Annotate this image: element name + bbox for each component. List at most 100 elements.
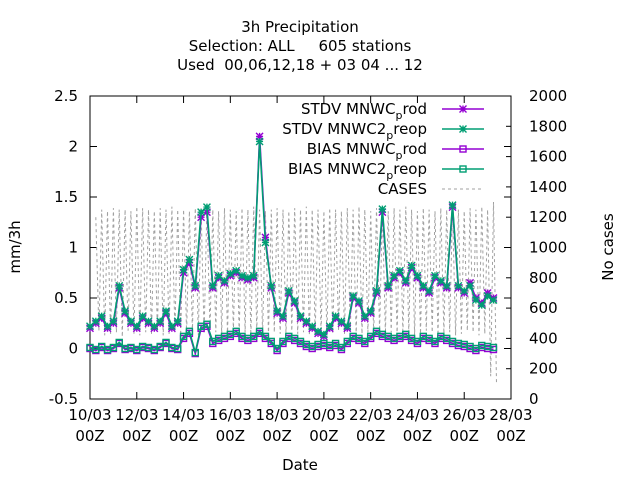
x-tick-date: 26/03 [443,406,486,424]
data-point [325,322,334,331]
data-point [402,330,410,339]
y2-tick-label: 1000 [529,239,567,257]
title-line-1: 3h Precipitation [241,18,359,36]
title-line-2: Selection: ALL 605 stations [189,37,412,55]
data-point [255,327,264,336]
data-point [471,296,480,305]
data-point [395,266,404,275]
legend-label-main: STDV MNWC [301,100,395,118]
legend-label: STDV MNWC2preop [282,120,427,142]
legend-label-main: BIAS MNWC [307,140,396,158]
series-bias-mnwc2-reop [86,320,498,357]
x-axis-label: Date [282,456,318,474]
data-point [115,281,124,290]
legend-marker [459,165,467,173]
data-point [466,281,475,290]
data-point [191,348,199,357]
data-point [354,297,363,306]
series-stdv-mnwc2-reop [86,137,498,339]
y2-axis-label: No cases [599,213,617,281]
data-point [384,281,393,290]
legend-label-tail: reop [393,120,427,138]
data-point [261,332,270,341]
y-tick-label: 0.5 [54,289,78,307]
data-point [273,344,281,353]
data-point [279,337,287,346]
x-axis-ticks: 10/03 00Z 12/03 00Z 14/03 00Z 16/03 00Z 18/03 00Z… [68,96,533,445]
x-tick-hour: 00Z [216,427,245,445]
data-point [273,307,282,316]
x-tick-hour: 00Z [169,427,198,445]
data-point [103,322,112,331]
data-point [425,286,434,295]
data-point [232,327,240,336]
data-point [197,208,206,217]
data-point [366,307,375,316]
data-point [208,281,217,290]
x-tick-date: 28/03 [489,406,532,424]
data-point [138,312,147,321]
legend-label-sub: p [386,169,393,182]
data-point [331,312,340,321]
y2-axis-ticks: 0 200 400 600 800 1000 1200 1400 1600 1800 2000 [506,87,567,408]
chart-title: 3h Precipitation Selection: ALL 605 stat… [177,18,423,74]
data-point [489,296,498,305]
y-tick-label: -0.5 [49,390,78,408]
data-point [378,205,387,214]
data-point [390,271,399,280]
legend-marker [459,105,467,113]
data-point [296,312,305,321]
data-point [109,317,118,326]
legend-label-main: CASES [378,180,427,198]
legend-item: CASES [378,180,484,198]
legend-label-tail: rod [402,100,427,118]
data-point [261,238,270,247]
data-point [179,265,188,274]
data-point [220,276,229,285]
x-tick-date: 14/03 [162,406,205,424]
legend-item: STDV MNWCprod [301,100,484,122]
data-point [442,281,451,290]
data-point [477,301,486,310]
legend-item: STDV MNWC2preop [282,120,484,142]
x-tick-hour: 00Z [450,427,479,445]
y2-tick-label: 400 [529,329,558,347]
data-point [91,317,100,326]
data-point [267,281,276,290]
data-point [337,317,346,326]
data-point [255,137,264,146]
data-point [156,342,164,351]
y2-tick-label: 1200 [529,208,567,226]
data-point [314,327,323,336]
legend-label-tail: reop [393,160,427,178]
data-point [191,281,200,290]
data-point [308,322,317,331]
legend-label-sub: p [386,129,393,142]
title-line-3: Used 00,06,12,18 + 03 04 ... 12 [177,56,423,74]
data-point [174,344,182,353]
y2-tick-label: 1400 [529,178,567,196]
y-tick-label: 0 [68,340,78,358]
data-point [372,286,381,295]
y2-tick-label: 600 [529,299,558,317]
series-layer [86,132,498,384]
x-tick-date: 22/03 [349,406,392,424]
y-tick-label: 1 [68,239,78,257]
data-point [121,307,130,316]
x-tick-hour: 00Z [403,427,432,445]
y2-tick-label: 1600 [529,148,567,166]
data-point [267,337,275,346]
x-tick-hour: 00Z [309,427,338,445]
data-point [302,317,311,326]
x-tick-date: 12/03 [115,406,158,424]
data-point [483,291,492,300]
data-point [185,255,194,264]
x-tick-hour: 00Z [496,427,525,445]
data-point [360,312,369,321]
data-point [109,343,118,352]
x-tick-hour: 00Z [122,427,151,445]
y2-tick-label: 0 [529,390,539,408]
y-tick-label: 2 [68,138,78,156]
data-point [460,286,469,295]
